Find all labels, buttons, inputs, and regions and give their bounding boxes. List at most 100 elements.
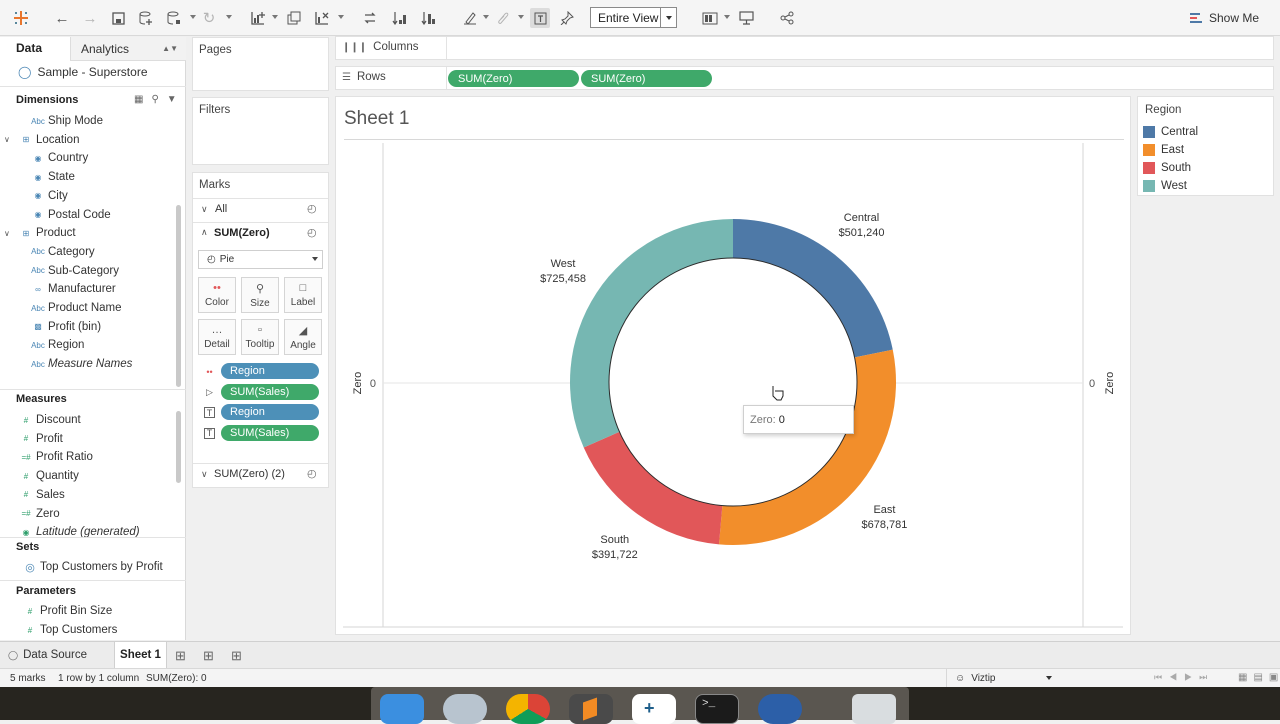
measure-item[interactable]: # Discount [16,411,81,429]
app-icon[interactable] [758,694,802,724]
sublime-text-icon[interactable] [569,694,613,724]
dimension-item[interactable]: ◉ Country [28,149,89,167]
mark-detail-button[interactable]: … Detail [198,319,236,355]
new-worksheet-icon[interactable] [248,8,268,28]
tab-sheet-1[interactable]: Sheet 1 [114,642,167,668]
toolbar: ← → ↻ Entire View Show Me [0,0,1280,36]
user-dropdown[interactable]: ☺ Viztip [946,669,1056,687]
fix-axes-icon[interactable] [557,8,577,28]
parameter-item[interactable]: # Top Customers [20,621,118,639]
legend-item[interactable]: Central [1143,126,1198,138]
menu-caret-icon[interactable]: ▼ [166,94,177,105]
marks-all-row[interactable]: ∨ All ◴ [193,198,328,220]
pause-updates-icon[interactable] [164,8,184,28]
terminal-icon[interactable]: >_ [695,694,739,724]
new-story-icon[interactable]: ⊞ [231,648,242,663]
dimension-item[interactable]: Abc Sub-Category [28,262,119,280]
share-icon[interactable] [777,8,797,28]
parameter-label: Profit Bin Size [40,605,113,617]
dimensions-scrollbar[interactable] [176,205,181,387]
mark-color-button[interactable]: •• Color [198,277,236,313]
marks-sum-zero-row[interactable]: ∧ SUM(Zero) ◴ [193,222,328,244]
fit-dropdown[interactable]: Entire View [590,7,677,28]
tab-data[interactable]: Data [0,37,70,61]
back-icon[interactable]: ← [54,9,70,27]
dimension-item[interactable]: ◉ City [28,187,68,205]
measure-item[interactable]: ◉ Latitude (generated) [16,523,140,541]
dimension-item[interactable]: Abc Region [28,336,84,354]
duplicate-sheet-icon[interactable] [284,8,304,28]
pie-icon: ◴ [207,254,216,265]
sort-ascending-icon[interactable] [390,8,410,28]
filters-card[interactable]: Filters [192,97,329,165]
set-item[interactable]: ◎ Top Customers by Profit [20,558,163,576]
new-data-source-icon[interactable] [136,8,156,28]
tableau-app-icon[interactable]: + [632,694,676,724]
swap-rows-columns-icon[interactable] [360,8,380,28]
measure-item[interactable]: # Profit [16,430,63,448]
new-dashboard-icon[interactable]: ⊞ [203,648,214,663]
legend-label: Central [1161,126,1199,138]
measure-item[interactable]: =# Zero [16,505,59,523]
dimension-item[interactable]: ◉ Postal Code [28,206,111,224]
pie-chart[interactable]: Zero 0 0 Zero Central $501,240 East $678,78… [335,96,1131,635]
safari-icon[interactable] [443,694,487,724]
legend-item[interactable]: South [1143,162,1191,174]
search-icon[interactable]: ⚲ [151,94,159,105]
mark-size-button[interactable]: ⚲ Size [241,277,279,313]
save-icon[interactable] [108,8,128,28]
marks-pill[interactable]: SUM(Sales) [221,424,319,441]
dimension-item[interactable]: ◉ State [28,168,75,186]
marks-pill[interactable]: Region [221,363,319,379]
columns-shelf[interactable]: ❙❙❙ Columns [335,36,1274,60]
dimension-item[interactable]: ∞ Manufacturer [28,280,116,298]
mark-label-button[interactable]: □ Label [284,277,322,313]
hierarchy-item[interactable]: ∨ ⊞ Location [4,131,79,149]
dimension-item[interactable]: Abc Product Name [28,299,121,317]
marks-sum-zero-2-row[interactable]: ∨ SUM(Zero) (2) ◴ [193,463,328,485]
marks-pill[interactable]: Region [221,404,319,420]
data-source-item[interactable]: ◯ Sample - Superstore [18,65,148,79]
tableau-logo-icon[interactable] [11,8,31,28]
trash-icon[interactable] [852,694,896,724]
forward-icon[interactable]: → [82,9,98,27]
dimension-item[interactable]: Abc Category [28,243,95,261]
mark-tooltip-button[interactable]: ▫ Tooltip [241,319,279,355]
new-worksheet-icon[interactable]: ⊞ [175,648,186,663]
presentation-mode-icon[interactable] [736,8,756,28]
measure-item[interactable]: # Sales [16,486,65,504]
sort-descending-icon[interactable] [419,8,439,28]
view-options-icon[interactable]: ▦ [134,94,144,105]
measure-item[interactable]: # Quantity [16,467,79,485]
mark-type-dropdown[interactable]: ◴ Pie [198,250,323,269]
tab-data-source[interactable]: ◯ Data Source [0,642,112,668]
sheet-nav-icons[interactable]: ⏮◀▶⏭ [1154,672,1215,682]
legend-item[interactable]: West [1143,180,1187,192]
group-members-icon[interactable] [493,8,513,28]
marks-pill[interactable]: SUM(Sales) [221,383,319,400]
parameter-item[interactable]: # Profit Bin Size [20,602,112,620]
rows-pill[interactable]: SUM(Zero) [581,70,712,87]
show-mark-labels-icon[interactable] [530,8,550,28]
measure-item[interactable]: =# Profit Ratio [16,448,92,466]
legend-item[interactable]: East [1143,144,1184,156]
dimension-item[interactable]: Abc Ship Mode [28,112,103,130]
clear-sheet-icon[interactable] [312,8,332,28]
chrome-icon[interactable] [506,694,550,724]
measures-scrollbar[interactable] [176,411,181,483]
highlight-icon[interactable] [460,8,480,28]
dimension-label: Country [48,152,89,165]
dimension-item[interactable]: Abc Measure Names [28,355,132,373]
refresh-icon[interactable]: ↻ [202,10,216,27]
show-me-button[interactable]: Show Me [1190,9,1259,27]
show-cards-icon[interactable] [700,8,720,28]
mark-angle-button[interactable]: ◢ Angle [284,319,322,355]
donut-hole[interactable] [608,257,858,507]
view-mode-icons[interactable]: ▦▤▣ [1238,672,1280,683]
tab-analytics[interactable]: Analytics ▲▼ [70,37,186,61]
hierarchy-item[interactable]: ∨ ⊞ Product [4,224,76,242]
rows-pill[interactable]: SUM(Zero) [448,70,579,87]
finder-icon[interactable] [380,694,424,724]
dimension-item[interactable]: ▩ Profit (bin) [28,318,101,336]
pages-card[interactable]: Pages [192,37,329,91]
